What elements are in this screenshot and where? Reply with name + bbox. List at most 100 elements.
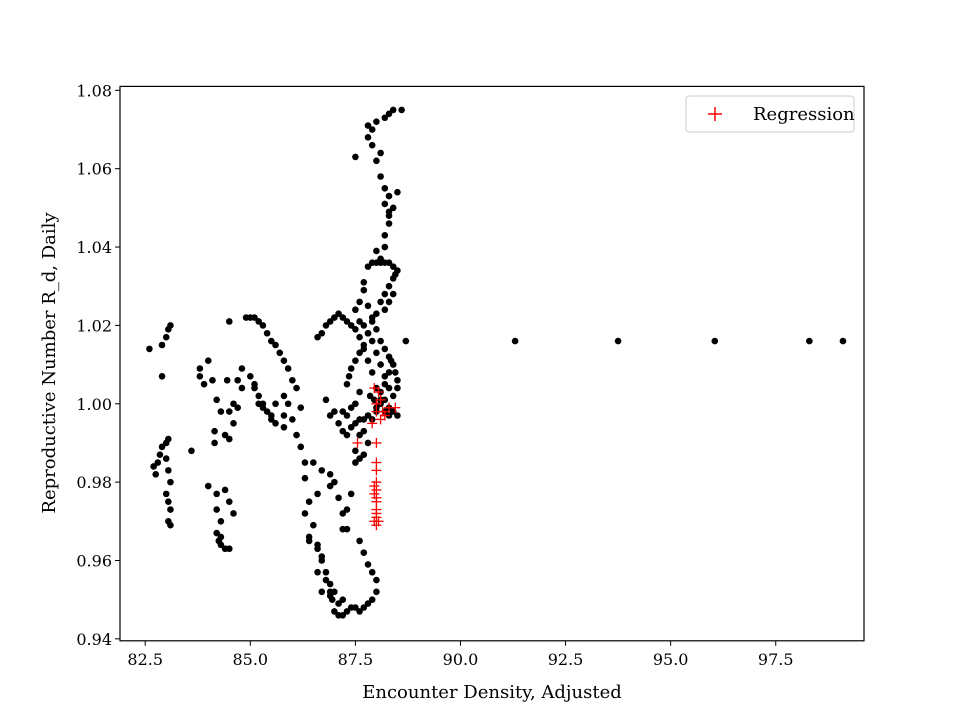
data-point [356, 333, 363, 341]
data-point [280, 423, 288, 431]
data-point [343, 380, 351, 388]
data-point [373, 247, 380, 255]
data-point [368, 369, 376, 376]
data-point [167, 521, 174, 529]
data-point [196, 365, 204, 372]
data-point [711, 337, 719, 345]
regression-point [390, 402, 401, 413]
data-point [305, 533, 313, 541]
data-point [251, 384, 258, 392]
data-point [394, 384, 401, 392]
data-point [335, 494, 342, 502]
data-point [373, 157, 380, 165]
data-point [322, 568, 330, 576]
data-point [360, 451, 368, 458]
data-point [326, 412, 334, 419]
data-point [276, 349, 284, 357]
data-point [158, 341, 166, 349]
data-point [343, 431, 351, 439]
data-point [360, 427, 368, 435]
markers-layer [146, 106, 847, 619]
data-point [289, 416, 296, 423]
y-tick-label: 1.06 [76, 160, 112, 179]
data-point [211, 439, 218, 447]
data-point [259, 322, 267, 329]
data-point [389, 106, 397, 114]
data-point [381, 200, 389, 208]
data-point [162, 333, 170, 341]
data-point [335, 600, 342, 607]
data-point [381, 114, 389, 122]
y-tick-label: 0.98 [76, 473, 112, 492]
data-point [377, 361, 384, 368]
data-point [331, 478, 338, 486]
data-point [213, 396, 220, 404]
data-point [368, 337, 376, 345]
data-point [331, 608, 338, 615]
data-point [352, 306, 359, 314]
regression-point [379, 410, 390, 421]
data-point [377, 298, 384, 306]
x-axis-ticks: 82.5 85.0 87.5 90.0 92.5 95.0 97.5 [127, 640, 794, 669]
data-point [345, 373, 353, 380]
data-point [402, 337, 410, 345]
data-point [356, 537, 363, 545]
data-point [322, 396, 330, 404]
data-point [221, 431, 229, 439]
data-point [360, 604, 368, 611]
y-axis-ticks: 0.94 0.96 0.98 1.00 1.02 1.04 1.06 1.08 [76, 81, 120, 649]
y-tick-label: 1.08 [76, 81, 112, 100]
data-point [377, 149, 384, 157]
x-tick-label: 87.5 [338, 650, 374, 669]
data-point [360, 416, 368, 423]
data-point [213, 490, 220, 498]
data-point [335, 420, 342, 427]
data-point [385, 369, 393, 376]
data-point [389, 290, 397, 298]
data-point [356, 318, 363, 325]
data-point [162, 455, 170, 462]
data-point [230, 420, 237, 427]
y-tick-label: 1.04 [76, 238, 112, 257]
data-point [234, 376, 241, 384]
data-point [339, 427, 347, 435]
data-point [213, 529, 220, 537]
data-point [343, 506, 351, 513]
data-point [385, 220, 393, 227]
data-point [352, 400, 359, 408]
data-point [255, 400, 263, 408]
data-point [211, 427, 218, 435]
regression-point [371, 465, 382, 476]
data-point [364, 329, 372, 337]
data-point [381, 345, 389, 353]
data-point [373, 118, 380, 125]
data-point [165, 435, 172, 443]
data-point [347, 322, 355, 329]
data-point [335, 612, 342, 619]
data-point [356, 298, 363, 306]
data-point [364, 600, 372, 607]
data-point [364, 412, 372, 419]
data-point [225, 318, 233, 325]
data-point [326, 470, 334, 478]
data-point [280, 392, 288, 400]
data-point [347, 423, 355, 431]
legend-box [685, 95, 855, 133]
data-point [230, 510, 237, 517]
data-point [381, 243, 389, 251]
data-point [352, 357, 359, 364]
data-point [150, 463, 157, 470]
data-point [368, 141, 376, 149]
data-point [381, 380, 389, 388]
data-point [366, 392, 374, 400]
data-point [356, 608, 363, 615]
y-tick-label: 1.00 [76, 395, 112, 414]
data-point [331, 588, 338, 596]
data-point [272, 420, 279, 427]
data-point [335, 310, 342, 317]
data-point [247, 373, 254, 380]
data-point [398, 106, 405, 114]
data-point [347, 365, 355, 372]
data-point [364, 357, 372, 364]
